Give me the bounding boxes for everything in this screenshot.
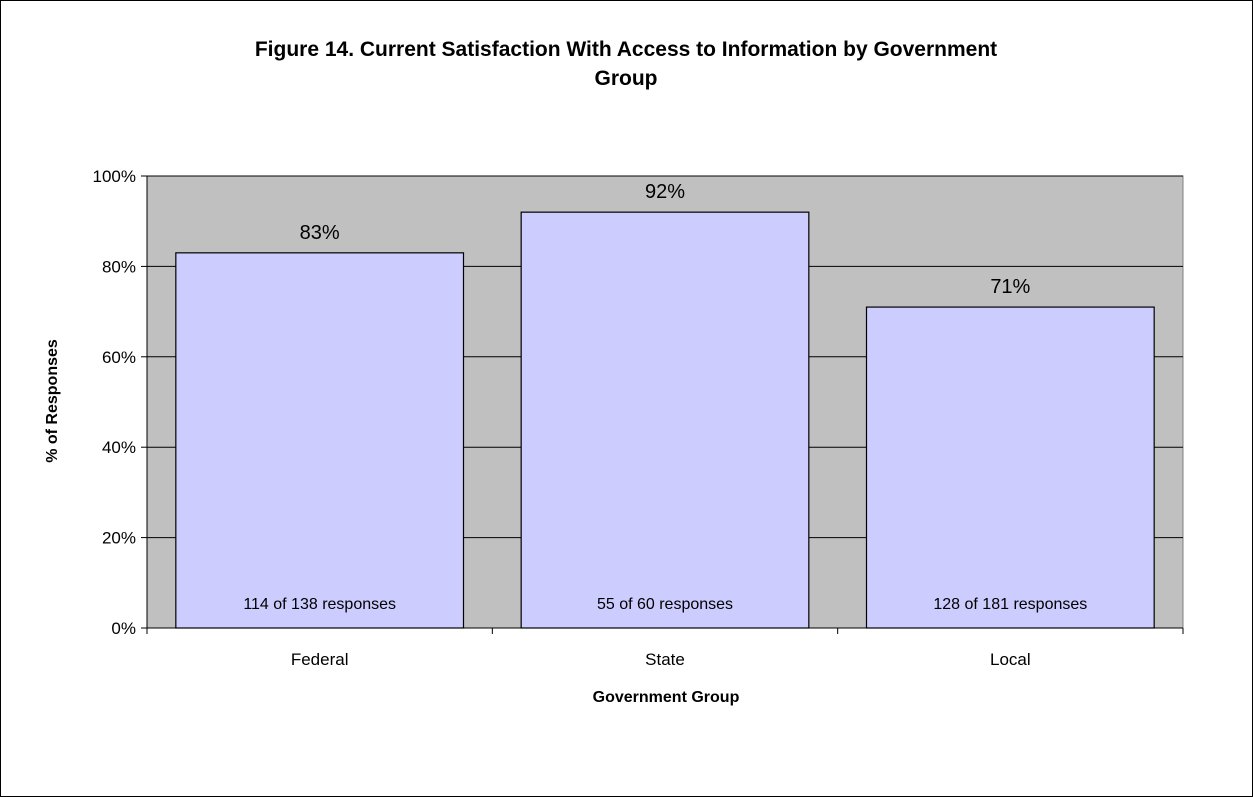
- bar-value-label: 83%: [300, 222, 340, 244]
- chart-title: Figure 14. Current Satisfaction With Acc…: [121, 35, 1131, 93]
- chart-title-line-1: Figure 14. Current Satisfaction With Acc…: [254, 38, 998, 61]
- x-axis-label: Government Group: [593, 689, 740, 706]
- bar-federal: [175, 252, 465, 629]
- x-tick-label: Local: [990, 650, 1031, 669]
- y-tick-label: 60%: [102, 348, 136, 367]
- y-tick-label: 0%: [111, 619, 136, 638]
- chart-title-line-2: Group: [594, 67, 658, 90]
- y-axis-label: % of Responses: [44, 339, 61, 463]
- bar-value-label: 92%: [645, 181, 685, 203]
- x-tick-label: Federal: [291, 650, 349, 669]
- y-tick-label: 40%: [102, 438, 136, 457]
- bar-value-label: 71%: [990, 276, 1030, 298]
- y-tick-label: 80%: [102, 257, 136, 276]
- x-tick-label: State: [645, 650, 685, 669]
- bar-state: [520, 211, 810, 629]
- bar-response-label: 114 of 138 responses: [243, 596, 396, 613]
- bar-local: [865, 306, 1155, 629]
- y-tick-label: 100%: [93, 167, 136, 186]
- y-tick-label: 20%: [102, 529, 136, 548]
- bar-response-label: 128 of 181 responses: [933, 596, 1087, 613]
- bar-response-label: 55 of 60 responses: [597, 596, 733, 613]
